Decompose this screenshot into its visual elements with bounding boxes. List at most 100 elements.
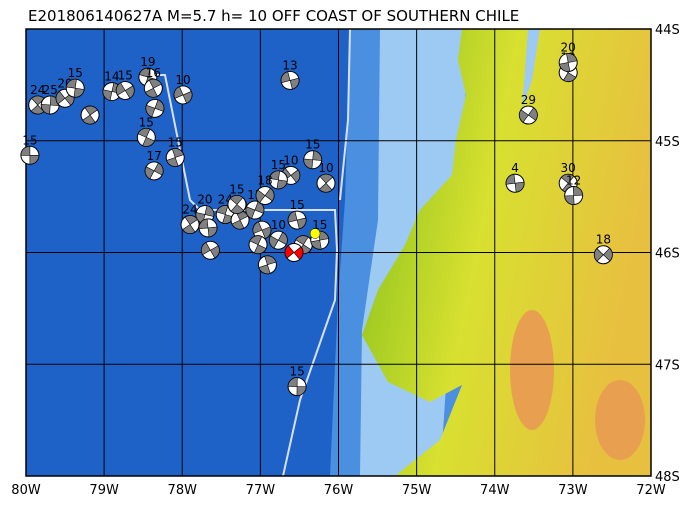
beachball [287, 377, 307, 397]
beachball [268, 230, 288, 250]
compressional-quadrant [269, 231, 288, 249]
beachball [144, 161, 164, 181]
x-tick-label: 76W [324, 483, 354, 498]
compressional-quadrant [20, 145, 40, 165]
depth-label: 13 [282, 58, 297, 72]
beachball [257, 255, 277, 275]
compressional-quadrant [519, 107, 538, 123]
depth-label: 15 [305, 138, 320, 152]
compressional-quadrant [65, 78, 85, 98]
compressional-quadrant [258, 255, 277, 275]
beachball [255, 186, 275, 206]
compressional-quadrant [287, 377, 307, 396]
x-tick-label: 75W [402, 483, 432, 498]
y-tick-label: 46S [655, 247, 680, 262]
compressional-quadrant [166, 148, 185, 167]
compressional-quadrant [564, 186, 583, 205]
beachball [252, 220, 272, 240]
beachball [145, 98, 165, 118]
compressional-quadrant [249, 235, 267, 254]
depth-label: 29 [521, 93, 536, 107]
beachball [136, 127, 156, 147]
mechanisms-layer: 1524252015141519161015151713122029430121… [20, 41, 613, 397]
compressional-quadrant [255, 187, 275, 204]
beachball [248, 235, 268, 255]
depth-label: 10 [271, 218, 286, 232]
highland [510, 310, 554, 430]
compressional-quadrant [144, 78, 162, 98]
depth-label: 15 [289, 198, 304, 212]
compressional-quadrant [82, 105, 98, 125]
depth-label: 20 [197, 193, 212, 207]
plate-boundary [339, 28, 351, 201]
y-tick-label: 44S [655, 23, 680, 38]
epicenter-marker [309, 228, 321, 239]
beachball [268, 170, 288, 190]
compressional-quadrant [229, 195, 245, 214]
depth-label: 15 [22, 133, 37, 147]
map-frame [25, 28, 652, 477]
beachball [115, 80, 135, 100]
beachball [303, 150, 323, 170]
fjord-channel [522, 29, 540, 110]
beachball [198, 218, 218, 238]
beachball [65, 78, 85, 98]
beachball [505, 173, 525, 193]
depth-label: 14 [104, 70, 119, 84]
y-tick-label: 47S [655, 358, 680, 373]
beachball [564, 186, 584, 206]
depth-label: 17 [146, 149, 161, 163]
compressional-quadrant [137, 128, 155, 147]
compressional-quadrant [505, 173, 525, 193]
depth-label: 15 [168, 136, 183, 150]
depth-label: 20 [561, 41, 576, 55]
compressional-quadrant [144, 162, 164, 180]
highland [595, 380, 645, 460]
depth-label: 18 [257, 174, 272, 188]
beachball [227, 194, 247, 214]
axis-labels: 80W 79W 78W 77W 76W 75W 74W 73W 72W 44S 45S 46S 47S 4… [11, 23, 680, 498]
beachball [165, 148, 185, 168]
beachball [280, 70, 300, 90]
compressional-quadrant [287, 210, 307, 230]
beachball [518, 105, 538, 125]
depth-label: 10 [175, 73, 190, 87]
beachball [20, 145, 40, 165]
depth-label: 18 [596, 233, 611, 247]
beachball [593, 245, 613, 265]
compressional-quadrant [559, 53, 578, 72]
compressional-quadrant [198, 218, 218, 238]
beachball [143, 78, 163, 98]
x-tick-label: 72W [636, 483, 666, 498]
depth-label: 15 [68, 66, 83, 80]
compressional-quadrant [303, 150, 322, 170]
depth-label: 25 [43, 83, 58, 97]
compressional-quadrant [201, 242, 220, 259]
x-tick-label: 78W [168, 483, 198, 498]
x-tick-label: 73W [558, 483, 588, 498]
y-tick-label: 45S [655, 135, 680, 150]
beachball [200, 240, 220, 260]
compressional-quadrant [145, 99, 165, 118]
depth-label: 15 [229, 182, 244, 196]
compressional-quadrant [173, 86, 193, 104]
x-tick-label: 79W [89, 483, 119, 498]
depth-label: 30 [561, 161, 576, 175]
depth-label: 24 [30, 83, 45, 97]
x-tick-label: 80W [11, 483, 41, 498]
depth-label: 15 [139, 115, 154, 129]
beachball [287, 210, 307, 230]
depth-label: 10 [318, 161, 333, 175]
plate-boundary [150, 74, 339, 477]
compressional-quadrant [269, 170, 288, 190]
beachball [80, 105, 100, 125]
beachball [40, 95, 60, 115]
compressional-quadrant [115, 82, 135, 99]
depth-label: 16 [146, 66, 161, 80]
beachball [284, 243, 304, 262]
compressional-quadrant [284, 245, 304, 260]
beachball [316, 173, 336, 193]
depth-label: 12 [566, 174, 581, 188]
